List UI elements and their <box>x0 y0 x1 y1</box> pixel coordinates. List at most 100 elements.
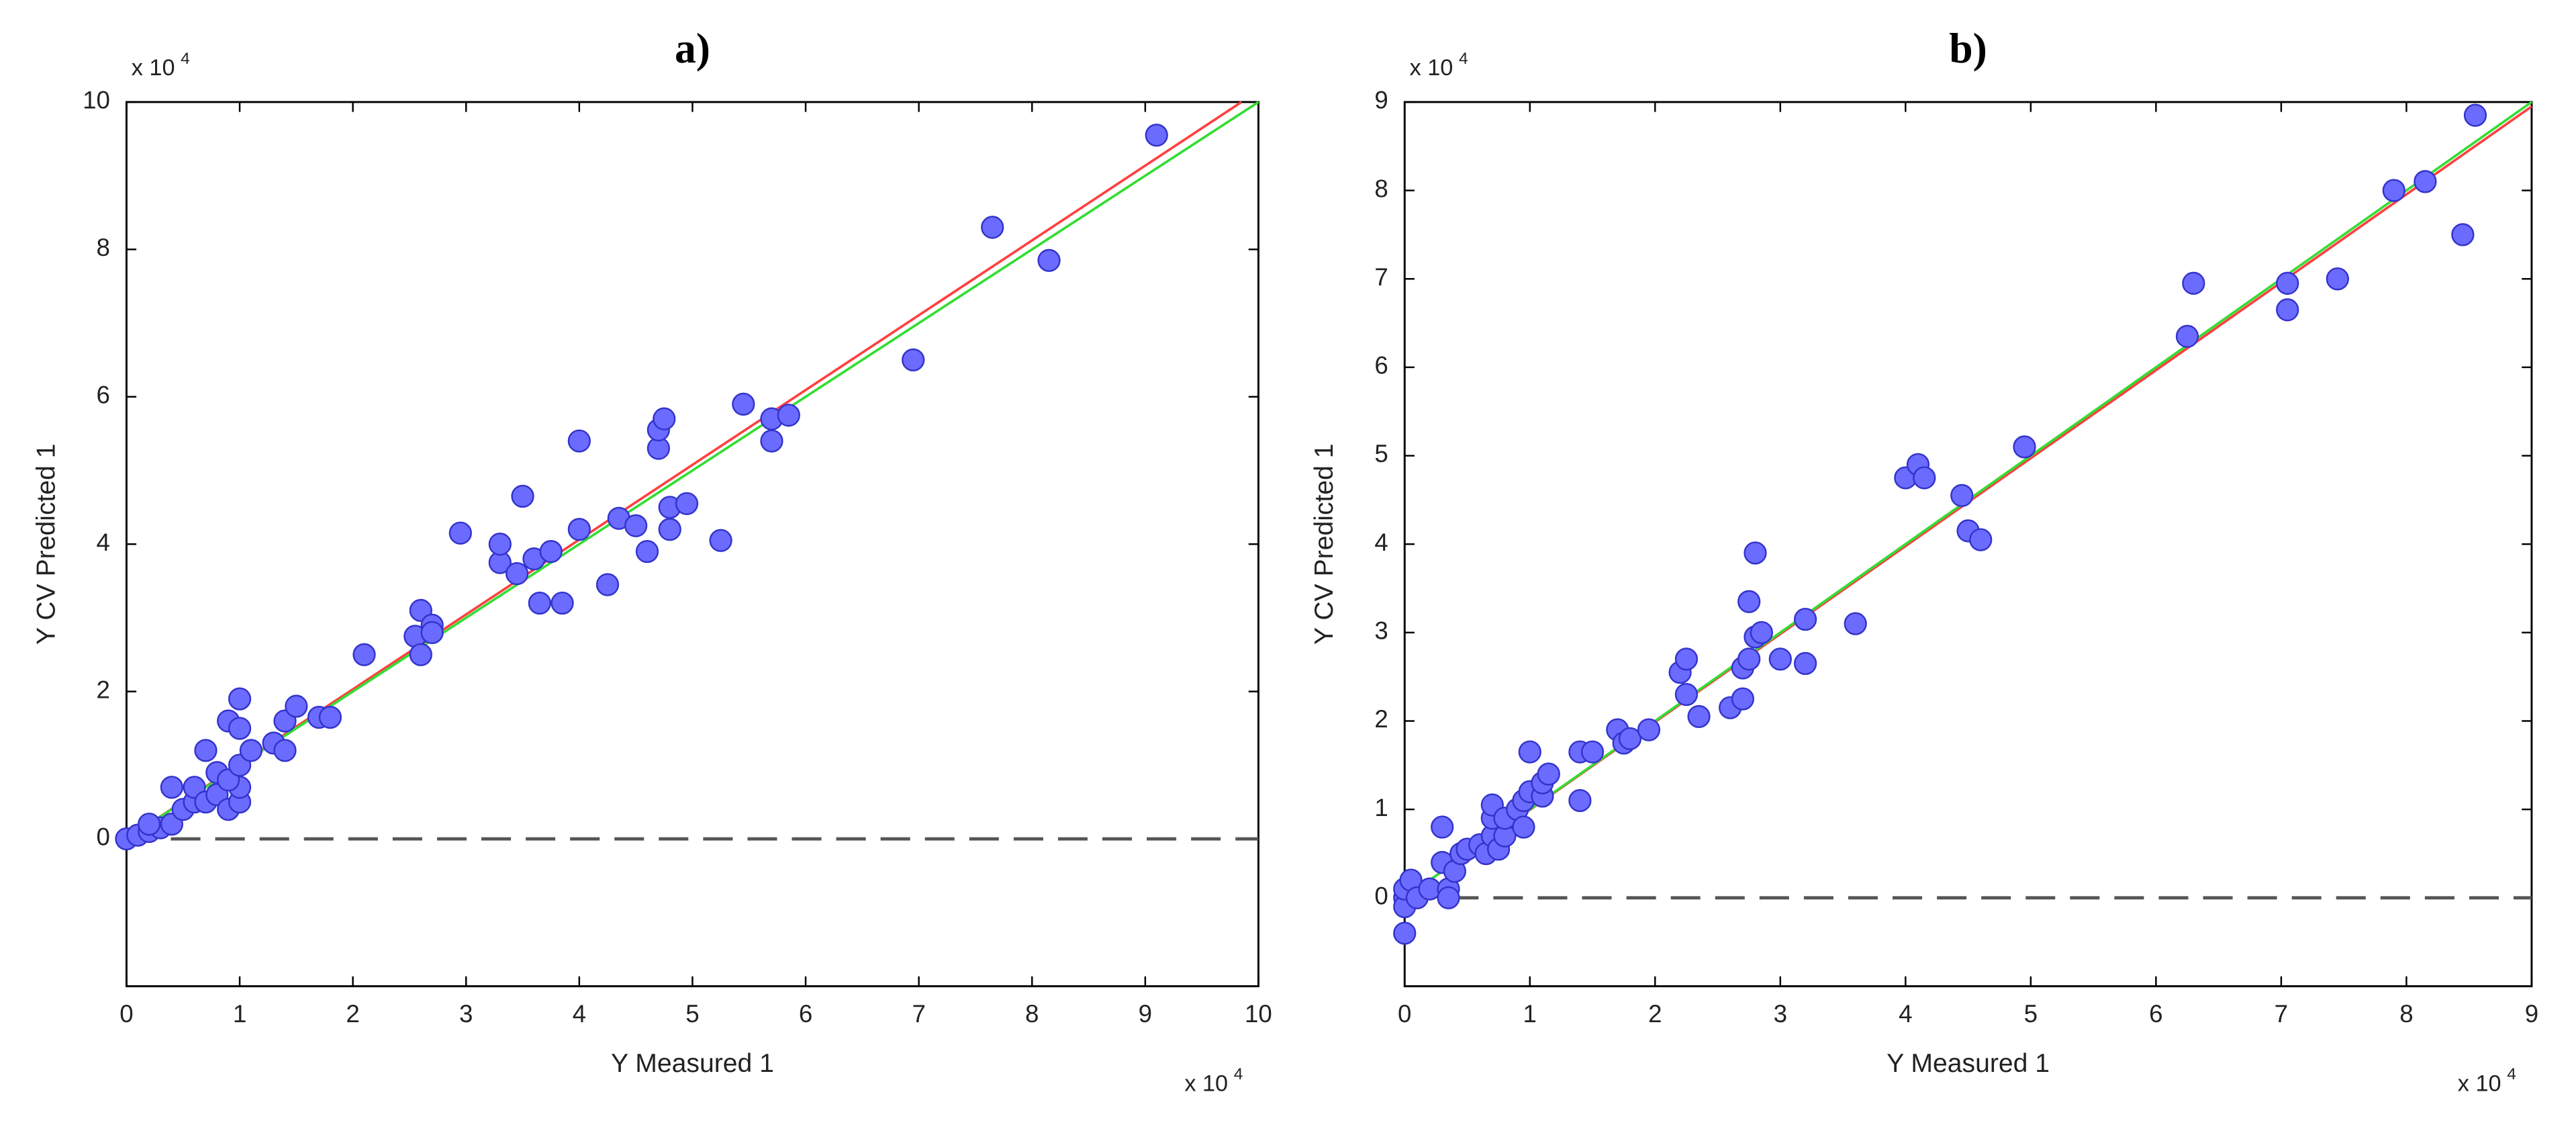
x-axis-multiplier-exponent: 4 <box>2507 1065 2516 1083</box>
x-tick-label: 6 <box>799 1000 812 1028</box>
point <box>528 591 551 615</box>
point <box>902 348 925 372</box>
plot-area <box>125 101 1259 987</box>
point <box>1431 815 1454 839</box>
y-tick-label: 6 <box>1374 352 1388 379</box>
x-axis-multiplier: x 10 <box>1184 1071 1228 1096</box>
x-tick-label: 5 <box>685 1000 699 1028</box>
point <box>1618 727 1642 750</box>
x-tick-label: 2 <box>1648 1000 1662 1028</box>
point <box>760 429 783 453</box>
x-tick-label: 1 <box>233 1000 246 1028</box>
point <box>567 518 591 541</box>
x-tick-label: 8 <box>2399 1000 2413 1028</box>
x-tick-label: 4 <box>573 1000 586 1028</box>
point <box>1568 788 1592 813</box>
y-axis-multiplier-exponent: 4 <box>181 50 190 68</box>
y-axis-multiplier: x 10 <box>1410 55 1453 81</box>
point <box>1913 466 1936 490</box>
point <box>595 573 620 596</box>
y-tick-label: 5 <box>1374 440 1388 467</box>
x-tick-label: 5 <box>2024 1000 2038 1028</box>
point <box>194 739 218 762</box>
x-tick-label: 6 <box>2149 1000 2162 1028</box>
point <box>653 407 676 431</box>
point <box>2414 170 2437 193</box>
point <box>1518 740 1541 764</box>
point <box>1674 647 1699 671</box>
point <box>409 643 432 666</box>
point <box>2013 435 2036 459</box>
point <box>318 705 342 729</box>
point <box>658 518 681 541</box>
point <box>551 591 574 615</box>
point <box>567 429 591 453</box>
point <box>273 739 297 762</box>
x-axis-label: Y Measured 1 <box>611 1049 774 1078</box>
point <box>1537 762 1560 786</box>
y-tick-label: 7 <box>1374 263 1388 291</box>
point <box>239 739 263 762</box>
point <box>1737 590 1761 613</box>
point <box>1844 612 1867 635</box>
point <box>1437 886 1460 909</box>
point <box>777 404 800 427</box>
plot-area <box>1403 101 2533 987</box>
point <box>2276 298 2299 322</box>
x-axis-multiplier: x 10 <box>2458 1071 2501 1096</box>
chart-title: a) <box>675 24 710 72</box>
point <box>160 776 183 799</box>
x-tick-label: 1 <box>1523 1000 1537 1028</box>
point <box>1969 528 1993 551</box>
point <box>675 492 699 515</box>
point <box>1750 621 1773 644</box>
point <box>1793 607 1817 631</box>
point <box>228 687 252 711</box>
y-axis-multiplier: x 10 <box>132 55 175 81</box>
x-tick-label: 3 <box>1774 1000 1787 1028</box>
y-tick-label: 0 <box>1374 882 1388 909</box>
point <box>539 540 563 563</box>
y-tick-label: 8 <box>1374 175 1388 202</box>
y-tick-label: 2 <box>97 676 110 703</box>
x-tick-label: 0 <box>1398 1000 1411 1028</box>
point <box>352 643 376 666</box>
point <box>1637 718 1661 741</box>
point <box>488 533 512 556</box>
point <box>1744 541 1767 565</box>
x-tick-label: 9 <box>1139 1000 1152 1028</box>
x-tick-label: 2 <box>346 1000 359 1028</box>
point <box>732 392 755 416</box>
x-tick-label: 10 <box>1245 1000 1272 1028</box>
point <box>981 216 1004 239</box>
point <box>1731 687 1754 711</box>
point <box>1793 651 1817 676</box>
point <box>2175 324 2199 348</box>
point <box>448 521 472 545</box>
point <box>1580 740 1605 764</box>
y-tick-label: 1 <box>1374 794 1388 821</box>
point <box>511 484 534 508</box>
point <box>635 540 659 563</box>
y-tick-label: 0 <box>97 823 110 851</box>
point <box>1768 647 1792 671</box>
point <box>1674 682 1699 707</box>
y-tick-label: 8 <box>97 234 110 261</box>
point <box>505 561 529 586</box>
x-tick-label: 3 <box>459 1000 473 1028</box>
y-axis-label: Y CV Predicted 1 <box>1310 443 1339 645</box>
x-tick-label: 4 <box>1899 1000 1912 1028</box>
y-axis-label: Y CV Predicted 1 <box>32 443 60 645</box>
point <box>1950 484 1974 507</box>
point <box>1037 248 1061 272</box>
point <box>2276 271 2299 295</box>
point <box>1512 815 1535 839</box>
y-tick-label: 9 <box>1374 87 1388 114</box>
x-tick-label: 7 <box>912 1000 925 1028</box>
point <box>2326 267 2349 291</box>
point <box>228 717 252 740</box>
point <box>138 812 161 836</box>
y-tick-label: 4 <box>97 529 110 556</box>
chart-title: b) <box>1949 24 1987 72</box>
